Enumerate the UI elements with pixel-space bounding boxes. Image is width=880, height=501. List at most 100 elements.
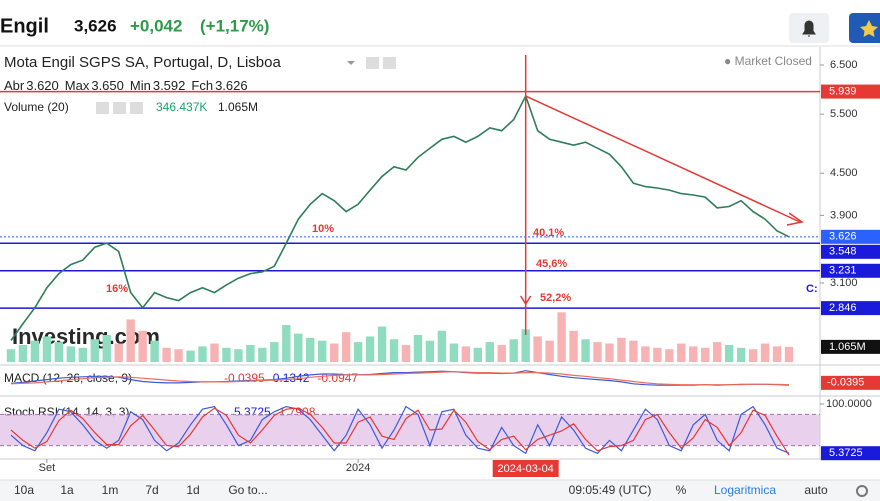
volume-bar <box>569 330 578 362</box>
settings-icon[interactable] <box>113 102 126 114</box>
ohlc-key: Max <box>65 78 90 93</box>
watchlist-button[interactable] <box>849 13 880 43</box>
range-button[interactable]: 7d <box>145 483 158 497</box>
volume-bar <box>689 346 698 362</box>
volume-bar <box>497 344 506 362</box>
y-tick-label: 6.500 <box>830 59 858 71</box>
settings-icon[interactable] <box>96 102 109 114</box>
volume-bar <box>449 343 459 362</box>
volume-bar <box>66 346 76 362</box>
volume-bar <box>126 319 135 362</box>
volume-bar <box>736 347 746 362</box>
volume-bar <box>234 349 243 362</box>
volume-bar <box>533 336 542 362</box>
volume-badge-label: 1.065M <box>829 341 866 353</box>
y-tick-label: 3.900 <box>830 209 858 221</box>
crosshair-date: 2024-03-04 <box>498 463 554 475</box>
annotation: 16% <box>106 283 128 295</box>
volume-bar <box>425 340 435 362</box>
price-axis: 6.500 5.500 4.500 3.900 3.100 5.939 3.626 3.548… <box>820 59 880 461</box>
legend-bg <box>0 52 400 118</box>
volume-bar <box>306 337 315 362</box>
trend-arrow <box>786 212 804 226</box>
ohlc-value: 3.592 <box>153 78 186 93</box>
volume-bar <box>760 343 770 362</box>
volume-bar <box>377 326 387 362</box>
volume-bar <box>605 343 614 362</box>
volume-bar <box>629 340 638 362</box>
market-status: ● Market Closed <box>724 54 812 68</box>
volume-bar <box>784 346 794 362</box>
price-badge <box>821 229 880 244</box>
ohlc-legend: Abr 3.620 Max 3.650 Min 3.592 Fch 3.626 <box>4 78 248 93</box>
annotation: 40,1% <box>533 227 564 239</box>
ohlc-value: 3.620 <box>26 78 59 93</box>
macd-value: -0.0947 <box>317 371 358 385</box>
volume-bar <box>748 349 758 362</box>
close-icon[interactable] <box>130 102 143 114</box>
y-tick-label: 5.500 <box>830 108 858 120</box>
price-badge-label: 3.626 <box>829 231 857 243</box>
volume-bar <box>341 332 351 362</box>
range-button[interactable]: 1m <box>102 483 119 497</box>
volume-bar <box>18 344 28 362</box>
ohlc-value: 3.650 <box>91 78 124 93</box>
price-badge <box>821 244 880 259</box>
volume-avg: 346.437K <box>156 100 207 114</box>
volume-bar <box>30 340 40 362</box>
volume-bar <box>473 347 482 362</box>
annotation: 10% <box>312 223 334 235</box>
star-icon <box>860 20 878 37</box>
volume-bar <box>138 330 147 362</box>
last-price: 3,626 <box>74 16 117 35</box>
range-button[interactable]: 1a <box>60 483 74 497</box>
volume-bar <box>246 344 255 362</box>
price-badge-label: 2.846 <box>829 302 857 314</box>
crosshair-date-badge <box>492 460 559 477</box>
clock: 09:05:49 (UTC) <box>569 483 652 497</box>
volume-bar <box>724 344 734 362</box>
scale-option[interactable]: % <box>676 483 687 497</box>
x-tick-label: 2024 <box>346 462 370 474</box>
macd-values: -0.0395 0.1342 -0.0947 <box>224 371 358 385</box>
volume-last: 1.065M <box>218 100 258 114</box>
alert-button[interactable] <box>789 13 829 43</box>
dropdown-icon[interactable] <box>347 61 355 65</box>
range-button[interactable]: 1d <box>186 483 199 497</box>
crosshair-arrow <box>520 295 532 306</box>
settings-gear[interactable] <box>856 485 868 497</box>
scale-option[interactable]: Logaritmica <box>714 483 776 497</box>
volume-bar <box>258 347 267 362</box>
scale-option[interactable]: auto <box>804 483 828 497</box>
ohlc-key: Abr <box>4 78 25 93</box>
price-badge <box>821 84 880 99</box>
stoch-line <box>10 407 790 456</box>
volume-bar <box>545 340 554 362</box>
volume-bar <box>401 344 411 362</box>
volume-bar <box>461 346 471 362</box>
volume-bar <box>389 339 399 362</box>
volume-bar <box>617 337 626 362</box>
range-button[interactable]: Go to... <box>228 483 267 497</box>
volume-bar <box>521 329 530 362</box>
toolbar: 10a 1a 1m 7d 1d Go to... 09:05:49 (UTC)% Logari… <box>14 483 828 497</box>
volume-bar <box>353 342 363 362</box>
settings-icon[interactable] <box>383 57 396 69</box>
volume-bar <box>772 346 782 362</box>
price-change: +0,042 <box>130 16 182 35</box>
volume-bar <box>294 333 303 362</box>
macd-legend: MACD (12, 26, close, 9) <box>4 371 132 385</box>
volume-bar <box>677 343 686 362</box>
volume-bar <box>54 342 64 362</box>
volume-bar <box>114 343 123 362</box>
price-badge-label: 3.548 <box>829 246 857 258</box>
volume-bar <box>437 330 447 362</box>
range-button[interactable]: 10a <box>14 483 34 497</box>
volume-bar <box>365 336 375 362</box>
instrument-title: Mota Engil SGPS SA, Portugal, D, Lisboa <box>4 54 281 71</box>
volume-bar <box>102 335 111 362</box>
stoch-line <box>10 405 790 455</box>
market-status-text: Market Closed <box>735 54 812 68</box>
settings-icon[interactable] <box>366 57 379 69</box>
